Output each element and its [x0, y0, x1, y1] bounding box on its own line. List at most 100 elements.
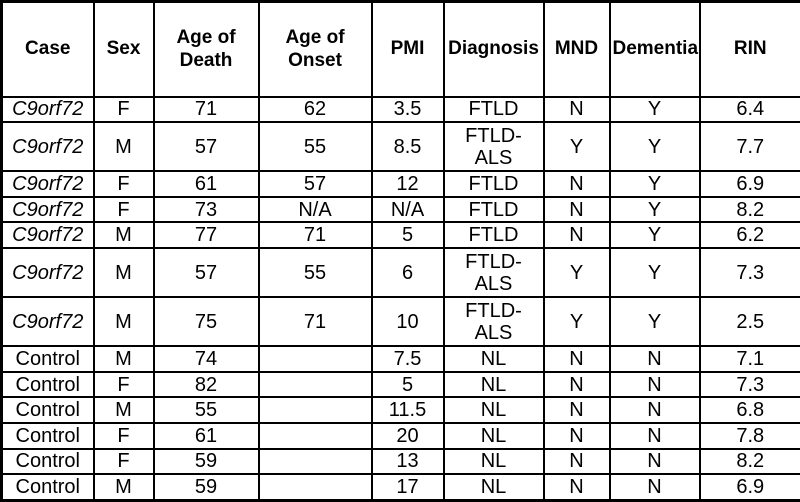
cell-age_of_death: 57 [152, 121, 260, 173]
cell-age_of_onset [257, 422, 373, 450]
header-row: Case Sex Age of Death Age of Onset PMI D… [0, 0, 800, 98]
cell-mnd: Y [542, 247, 611, 299]
cell-case: Control [0, 473, 95, 502]
cell-rin: 6.9 [698, 473, 800, 502]
cell-dementia: Y [608, 296, 701, 348]
cell-sex: F [92, 422, 155, 450]
cell-dementia: N [608, 370, 701, 399]
cell-case: C9orf72 [0, 95, 95, 124]
cell-mnd: N [542, 447, 611, 476]
cell-diagnosis: FTLD [442, 195, 545, 224]
table-row: C9orf72 M 57 55 6 FTLD-ALS Y Y 7.3 [0, 247, 800, 299]
cell-dementia: Y [608, 170, 701, 198]
cell-age_of_onset [257, 473, 373, 502]
table-row: C9orf72 F 61 57 12 FTLD N Y 6.9 [0, 170, 800, 198]
cell-age_of_onset: 62 [257, 95, 373, 124]
cell-case: Control [0, 345, 95, 373]
cell-age_of_onset: 55 [257, 247, 373, 299]
cell-pmi: 7.5 [370, 345, 445, 373]
cell-pmi: 5 [370, 370, 445, 399]
cell-sex: F [92, 95, 155, 124]
cell-rin: 8.2 [698, 195, 800, 224]
cell-age_of_onset: 55 [257, 121, 373, 173]
cell-mnd: N [542, 345, 611, 373]
cell-rin: 7.3 [698, 247, 800, 299]
cell-sex: M [92, 121, 155, 173]
cell-age_of_death: 61 [152, 422, 260, 450]
cell-case: Control [0, 447, 95, 476]
cell-mnd: N [542, 370, 611, 399]
cell-age_of_onset: 71 [257, 296, 373, 348]
cell-age_of_death: 74 [152, 345, 260, 373]
col-header-dementia: Dementia [608, 0, 701, 98]
cell-pmi: 11.5 [370, 396, 445, 425]
cell-age_of_onset [257, 447, 373, 476]
cell-age_of_death: 75 [152, 296, 260, 348]
table-row: Control M 59 17 NL N N 6.9 [0, 473, 800, 502]
cell-pmi: 17 [370, 473, 445, 502]
cell-sex: F [92, 370, 155, 399]
cell-dementia: Y [608, 195, 701, 224]
table-row: Control M 74 7.5 NL N N 7.1 [0, 345, 800, 373]
cell-diagnosis: NL [442, 447, 545, 476]
cell-diagnosis: NL [442, 345, 545, 373]
cell-rin: 6.2 [698, 221, 800, 250]
cell-dementia: N [608, 473, 701, 502]
cell-sex: M [92, 247, 155, 299]
cell-sex: F [92, 447, 155, 476]
cell-dementia: Y [608, 121, 701, 173]
cell-age_of_onset: 57 [257, 170, 373, 198]
cell-mnd: N [542, 473, 611, 502]
cell-diagnosis: FTLD-ALS [442, 247, 545, 299]
cell-pmi: 20 [370, 422, 445, 450]
cell-age_of_onset: N/A [257, 195, 373, 224]
cell-case: C9orf72 [0, 247, 95, 299]
cell-pmi: 12 [370, 170, 445, 198]
cell-case: Control [0, 370, 95, 399]
cell-sex: F [92, 170, 155, 198]
cell-sex: M [92, 473, 155, 502]
cell-rin: 2.5 [698, 296, 800, 348]
cell-diagnosis: FTLD-ALS [442, 121, 545, 173]
cell-rin: 7.3 [698, 370, 800, 399]
cell-dementia: N [608, 345, 701, 373]
cell-rin: 8.2 [698, 447, 800, 476]
table-row: Control F 61 20 NL N N 7.8 [0, 422, 800, 450]
cell-age_of_death: 61 [152, 170, 260, 198]
table-body: C9orf72 F 71 62 3.5 FTLD N Y 6.4 C9orf72 M 57 55 8.5 F… [0, 95, 800, 502]
cell-case: C9orf72 [0, 121, 95, 173]
cell-case: Control [0, 396, 95, 425]
cell-case: C9orf72 [0, 296, 95, 348]
cell-age_of_onset [257, 345, 373, 373]
cell-rin: 6.9 [698, 170, 800, 198]
cell-rin: 7.1 [698, 345, 800, 373]
cell-age_of_death: 57 [152, 247, 260, 299]
cell-mnd: N [542, 422, 611, 450]
cell-case: C9orf72 [0, 195, 95, 224]
cell-sex: M [92, 221, 155, 250]
cell-age_of_death: 77 [152, 221, 260, 250]
table-row: C9orf72 F 73 N/A N/A FTLD N Y 8.2 [0, 195, 800, 224]
cell-pmi: 6 [370, 247, 445, 299]
table-row: C9orf72 F 71 62 3.5 FTLD N Y 6.4 [0, 95, 800, 124]
cell-diagnosis: FTLD [442, 95, 545, 124]
col-header-case: Case [0, 0, 95, 98]
cell-rin: 6.4 [698, 95, 800, 124]
cell-age_of_onset [257, 396, 373, 425]
cell-dementia: Y [608, 95, 701, 124]
cell-rin: 6.8 [698, 396, 800, 425]
cell-pmi: 8.5 [370, 121, 445, 173]
cell-diagnosis: NL [442, 422, 545, 450]
cell-sex: M [92, 396, 155, 425]
table-row: Control F 82 5 NL N N 7.3 [0, 370, 800, 399]
cell-pmi: 3.5 [370, 95, 445, 124]
col-header-rin: RIN [698, 0, 800, 98]
cell-mnd: Y [542, 296, 611, 348]
cell-mnd: N [542, 396, 611, 425]
cell-age_of_death: 82 [152, 370, 260, 399]
col-header-diagnosis: Diagnosis [442, 0, 545, 98]
cell-pmi: N/A [370, 195, 445, 224]
cell-case: Control [0, 422, 95, 450]
cell-mnd: N [542, 95, 611, 124]
